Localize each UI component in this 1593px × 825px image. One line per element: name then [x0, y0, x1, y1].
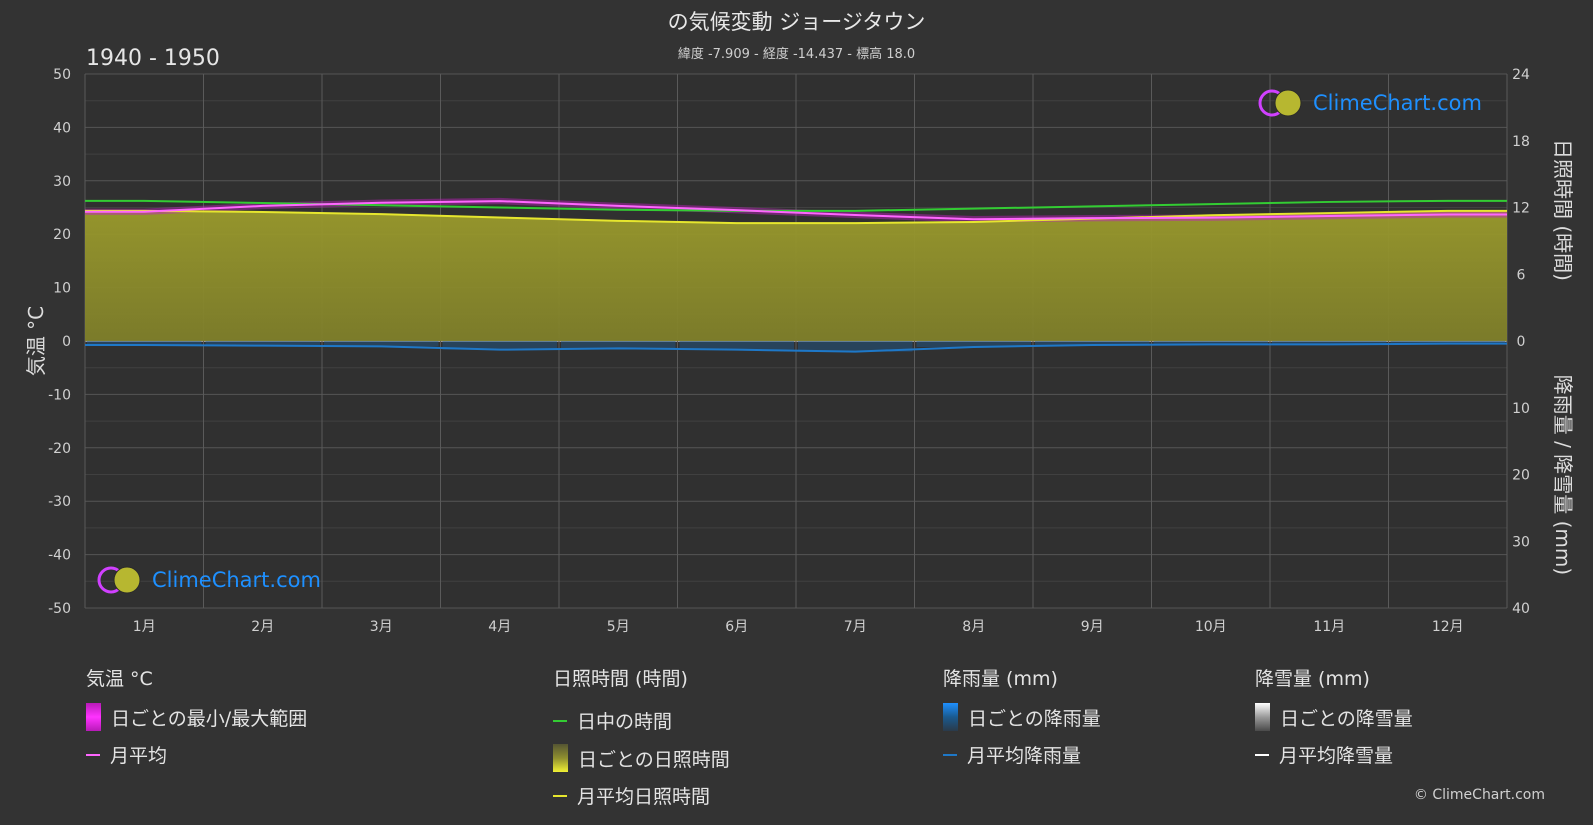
- rain-bar: [1272, 341, 1387, 345]
- legend-item-daylight: 日中の時間: [553, 707, 730, 734]
- climate-chart: 50 40 30 20 10 0 -10 -20 -30 -40 -50 24 18 12 6 0 10 20 3…: [24, 67, 1575, 635]
- right-bottom-tick-label: 40: [1512, 601, 1530, 617]
- left-tick-label: -20: [48, 441, 71, 457]
- climechart-logo-icon: [1258, 89, 1302, 117]
- rain-swatch: [943, 703, 958, 731]
- left-tick-label: -50: [48, 601, 71, 617]
- legend-snow-title: 降雪量 (mm): [1255, 668, 1370, 690]
- legend-snow: 降雪量 (mm) 日ごとの降雪量 月平均降雪量: [1255, 664, 1413, 768]
- month-tick-label: 7月: [844, 619, 867, 635]
- logo-bottom-left[interactable]: ClimeChart.com: [96, 565, 321, 595]
- legend-item-rain-avg: 月平均降雨量: [943, 741, 1101, 768]
- month-tick-label: 9月: [1081, 619, 1104, 635]
- rain-avg-swatch: [943, 753, 957, 756]
- legend-item-daily-snow: 日ごとの降雪量: [1255, 703, 1413, 731]
- right-axis-ticks: 24 18 12 6 0 10 20 30 40: [1512, 67, 1530, 617]
- rain-bar: [324, 341, 439, 347]
- right-top-tick-label: 18: [1512, 134, 1530, 150]
- right-bottom-tick-label: 20: [1512, 468, 1530, 484]
- rain-bar: [561, 341, 676, 349]
- month-tick-label: 4月: [488, 619, 511, 635]
- chart-title: の気候変動 ジョージタウン: [667, 10, 926, 34]
- right-bottom-axis-label: 降雨量 / 降雪量 (mm): [1551, 375, 1575, 575]
- month-tick-label: 3月: [370, 619, 393, 635]
- chart-subtitle: 緯度 -7.909 - 経度 -14.437 - 標高 18.0: [677, 47, 916, 62]
- left-tick-label: -30: [48, 494, 71, 510]
- legend-rain-title: 降雨量 (mm): [943, 668, 1058, 690]
- left-axis-ticks: 50 40 30 20 10 0 -10 -20 -30 -40 -50: [48, 67, 71, 617]
- month-tick-label: 10月: [1195, 619, 1227, 635]
- right-bottom-tick-label: 10: [1512, 401, 1530, 417]
- month-tick-label: 5月: [607, 619, 630, 635]
- climechart-logo-icon: [97, 566, 141, 594]
- legend-rain: 降雨量 (mm) 日ごとの降雨量 月平均降雨量: [943, 664, 1101, 768]
- left-tick-label: 10: [53, 281, 71, 297]
- right-top-axis-label: 日照時間 (時間): [1551, 139, 1575, 281]
- copyright: © ClimeChart.com: [1413, 787, 1545, 803]
- month-tick-label: 11月: [1313, 619, 1345, 635]
- logo-text: ClimeChart.com: [1313, 91, 1482, 115]
- temp-range-swatch: [86, 703, 101, 731]
- snow-swatch: [1255, 703, 1270, 731]
- right-top-tick-label: 0: [1517, 334, 1526, 350]
- snow-avg-swatch: [1255, 753, 1269, 756]
- rain-bar: [1390, 341, 1505, 344]
- legend-item-daily-rain: 日ごとの降雨量: [943, 703, 1101, 731]
- sunshine-swatch: [553, 744, 568, 772]
- rain-bar: [798, 341, 913, 352]
- sunshine-avg-swatch: [553, 794, 567, 797]
- daylight-swatch: [553, 719, 567, 722]
- right-bottom-tick-label: 30: [1512, 534, 1530, 550]
- right-top-tick-label: 12: [1512, 201, 1530, 217]
- month-axis-ticks: 1月 2月 3月 4月 5月 6月 7月 8月 9月 10月 11月 12月: [133, 619, 1464, 635]
- legend-item-temp-range: 日ごとの最小/最大範囲: [86, 703, 307, 731]
- left-tick-label: -10: [48, 387, 71, 403]
- right-top-tick-label: 24: [1512, 67, 1530, 83]
- sunshine-area-fill: [85, 210, 1507, 341]
- legend-item-daily-sunshine: 日ごとの日照時間: [553, 744, 730, 772]
- legend-sunshine-title: 日照時間 (時間): [553, 668, 688, 690]
- left-tick-label: 30: [53, 174, 71, 190]
- rain-bar: [679, 341, 794, 350]
- rain-avg-line: [85, 342, 1507, 353]
- sunshine-area: [85, 210, 1507, 341]
- legend-item-sunshine-avg: 月平均日照時間: [553, 782, 730, 809]
- rain-bar: [205, 341, 320, 346]
- right-top-tick-label: 6: [1517, 267, 1526, 283]
- legend-temperature: 気温 °C 日ごとの最小/最大範囲 月平均: [86, 664, 307, 768]
- legend-temperature-title: 気温 °C: [86, 668, 153, 690]
- left-tick-label: 0: [62, 334, 71, 350]
- month-tick-label: 2月: [251, 619, 274, 635]
- left-tick-label: 20: [53, 227, 71, 243]
- legend-item-temp-avg: 月平均: [86, 741, 307, 768]
- left-tick-label: 50: [53, 67, 71, 83]
- rain-bar: [1153, 341, 1268, 345]
- rain-bar: [1035, 341, 1150, 346]
- rain-bar: [442, 341, 557, 350]
- daylight-line: [85, 199, 1507, 212]
- rain-bars: [87, 341, 1505, 352]
- month-tick-label: 12月: [1432, 619, 1464, 635]
- logo-text: ClimeChart.com: [152, 568, 321, 592]
- month-tick-label: 1月: [133, 619, 156, 635]
- temp-avg-line: [85, 200, 1507, 221]
- legend-sunshine: 日照時間 (時間) 日中の時間 日ごとの日照時間 月平均日照時間: [553, 664, 730, 809]
- sunshine-avg-line: [85, 209, 1507, 225]
- period-label: 1940 - 1950: [86, 46, 220, 71]
- rain-bar: [916, 341, 1031, 348]
- legend-item-snow-avg: 月平均降雪量: [1255, 741, 1413, 768]
- temp-avg-swatch: [86, 753, 100, 756]
- rain-bar: [87, 341, 202, 346]
- left-tick-label: 40: [53, 120, 71, 136]
- month-tick-label: 8月: [962, 619, 985, 635]
- logo-top-right[interactable]: ClimeChart.com: [1257, 88, 1482, 118]
- left-tick-label: -40: [48, 548, 71, 564]
- series-lines: [85, 197, 1507, 353]
- left-axis-label: 気温 °C: [24, 306, 48, 376]
- month-tick-label: 6月: [725, 619, 748, 635]
